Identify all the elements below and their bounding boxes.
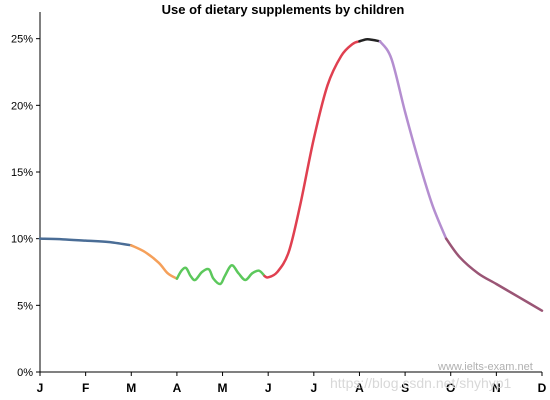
series-line-segment-4 bbox=[263, 40, 361, 279]
y-tick-label: 10% bbox=[11, 234, 33, 246]
x-tick-label: J bbox=[310, 381, 317, 395]
x-tick-label: F bbox=[82, 381, 89, 395]
series-group bbox=[38, 38, 544, 312]
x-tick-label: A bbox=[173, 381, 182, 395]
series-line-segment-3 bbox=[175, 264, 266, 286]
series-line-segment-1 bbox=[38, 237, 133, 247]
x-tick-label: S bbox=[401, 381, 409, 395]
x-tick-label: M bbox=[218, 381, 228, 395]
watermark-url: https://blog.csdn.net/shyhyp1 bbox=[330, 375, 512, 391]
x-tick-label: A bbox=[355, 381, 364, 395]
y-tick-label: 20% bbox=[11, 100, 33, 112]
y-tick-group: 0% 5% 10% 15% 20% 25% bbox=[11, 34, 40, 379]
x-tick-label: D bbox=[538, 381, 547, 395]
watermark-text: www.ielts-exam.net bbox=[437, 361, 533, 373]
series-line-segment-5 bbox=[358, 38, 382, 43]
y-tick-label: 15% bbox=[11, 167, 33, 179]
x-tick-label: O bbox=[446, 381, 455, 395]
y-tick-label: 5% bbox=[17, 300, 33, 312]
x-tick-label: J bbox=[265, 381, 272, 395]
series-line-segment-6 bbox=[378, 40, 448, 240]
chart-title: Use of dietary supplements by children bbox=[162, 2, 405, 17]
series-line-segment-7 bbox=[444, 237, 544, 312]
series-line-segment-2 bbox=[130, 244, 179, 280]
y-tick-label: 25% bbox=[11, 34, 33, 46]
y-tick-label: 0% bbox=[17, 367, 33, 379]
x-tick-label: N bbox=[492, 381, 501, 395]
x-tick-label: M bbox=[126, 381, 136, 395]
x-tick-label: J bbox=[37, 381, 44, 395]
